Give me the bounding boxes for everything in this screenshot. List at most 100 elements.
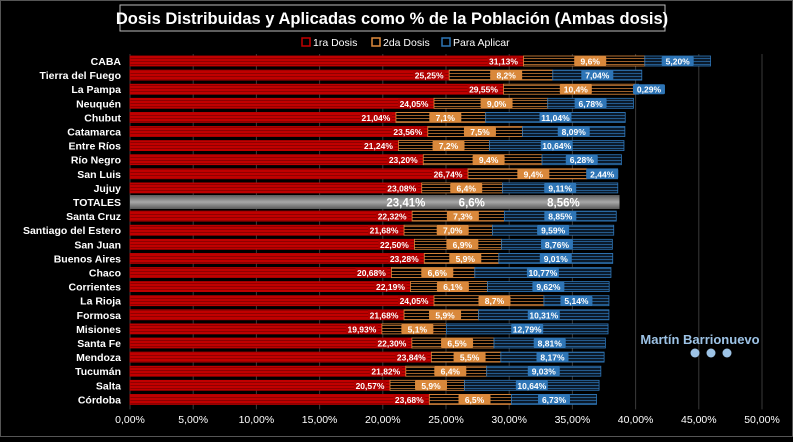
data-label-bg-para-aplicar <box>581 70 614 81</box>
category-label-chubut: Chubut <box>84 112 121 124</box>
category-label-salta: Salta <box>96 380 121 392</box>
data-label-1ra-dosis-caba: 31,13% <box>489 57 518 67</box>
legend-swatch-2da-dosis <box>371 37 381 47</box>
data-label-bg-1ra-dosis <box>397 295 430 306</box>
category-label-la-rioja: La Rioja <box>80 296 121 308</box>
data-label-bg-2da-dosis <box>472 154 505 165</box>
data-label-2da-dosis-san-luis: 9,4% <box>524 169 544 179</box>
bar-1ra-dosis-buenos-aires <box>129 252 425 264</box>
data-label-para-aplicar-salta: 10,64% <box>517 381 546 391</box>
data-label-para-aplicar-la-pampa: 0,29% <box>637 85 662 95</box>
data-label-bg-para-aplicar <box>536 352 569 363</box>
category-label-santa-fe: Santa Fe <box>77 338 121 350</box>
category-label-rio-negro: Río Negro <box>71 155 121 167</box>
data-label-bg-2da-dosis <box>401 323 434 334</box>
data-label-1ra-dosis-catamarca: 23,56% <box>393 127 422 137</box>
data-label-bg-1ra-dosis <box>413 70 446 81</box>
data-label-bg-2da-dosis <box>429 309 462 320</box>
data-label-bg-2da-dosis <box>446 239 479 250</box>
data-label-bg-2da-dosis <box>449 253 482 264</box>
data-label-bg-1ra-dosis <box>369 366 402 377</box>
data-label-para-aplicar-catamarca: 8,09% <box>562 127 587 137</box>
data-label-2da-dosis-chaco: 6,6% <box>428 268 448 278</box>
data-label-bg-2da-dosis <box>436 225 469 236</box>
data-label-bg-para-aplicar <box>538 394 571 405</box>
data-label-bg-para-aplicar <box>533 338 566 348</box>
data-label-para-aplicar-misiones: 12,79% <box>513 324 542 334</box>
bar-1ra-dosis-tierra-del-fuego <box>129 69 450 81</box>
x-tick-label: 0,00% <box>115 414 145 426</box>
data-label-para-aplicar-santiago-del-estero: 9,59% <box>541 226 566 236</box>
data-label-para-aplicar-tucuman: 9,03% <box>532 367 557 377</box>
data-label-2da-dosis-santa-fe: 6,5% <box>447 339 467 349</box>
data-label-bg-1ra-dosis <box>397 98 430 109</box>
category-label-san-luis: San Luis <box>77 169 121 181</box>
data-label-1ra-dosis-misiones: 19,93% <box>347 324 376 334</box>
data-label-bg-para-aplicar <box>515 380 548 391</box>
x-tick-label: 35,00% <box>555 414 591 426</box>
category-label-cordoba: Córdoba <box>78 394 121 406</box>
data-label-para-aplicar-santa-fe: 8,81% <box>538 339 563 349</box>
data-label-bg-para-aplicar <box>540 239 573 250</box>
data-label-1ra-dosis-tierra-del-fuego: 25,25% <box>415 71 444 81</box>
category-label-san-juan: San Juan <box>74 239 121 251</box>
data-label-2da-dosis-mendoza: 5,5% <box>460 353 480 363</box>
youtube-icon <box>722 348 732 358</box>
data-label-1ra-dosis-jujuy: 23,08% <box>387 183 416 193</box>
data-label-bg-1ra-dosis <box>359 112 392 123</box>
category-labels: CABA Tierra del Fuego La Pampa Neuquén Chubu… <box>23 56 122 406</box>
x-tick-label: 45,00% <box>681 414 717 426</box>
data-label-2da-dosis-la-rioja: 8,7% <box>485 296 505 306</box>
data-label-bg-para-aplicar <box>527 366 560 377</box>
data-label-bg-1ra-dosis <box>368 309 401 320</box>
data-label-bg-para-aplicar <box>544 211 577 222</box>
data-label-para-aplicar-la-rioja: 5,14% <box>564 296 589 306</box>
x-axis-tick-labels: 0,00% 5,00% 10,00% 15,00% 20,00% 25,00% 30,00%… <box>115 414 780 426</box>
category-label-buenos-aires: Buenos Aires <box>54 253 121 265</box>
category-label-santa-cruz: Santa Cruz <box>66 211 121 223</box>
bar-1ra-dosis-jujuy <box>129 182 423 194</box>
data-label-para-aplicar-entre-rios: 10,64% <box>542 141 571 151</box>
bar-1ra-dosis-mendoza <box>129 351 432 363</box>
data-label-1ra-dosis-mendoza: 23,84% <box>397 353 426 363</box>
data-label-1ra-dosis-santiago-del-estero: 21,68% <box>370 226 399 236</box>
data-label-bg-1ra-dosis <box>374 281 407 292</box>
bar-1ra-dosis-santa-fe <box>129 337 413 349</box>
data-label-bg-2da-dosis <box>441 338 474 348</box>
bar-1ra-dosis-formosa <box>129 309 405 321</box>
data-label-bg-para-aplicar <box>661 56 694 66</box>
data-label-2da-dosis-tucuman: 6,4% <box>441 367 461 377</box>
data-label-bg-para-aplicar <box>632 84 665 95</box>
bar-1ra-dosis-corrientes <box>129 281 411 293</box>
data-label-bg-para-aplicar <box>560 295 593 306</box>
legend-label-2da-dosis: 2da Dosis <box>383 37 430 49</box>
data-label-2da-dosis-jujuy: 6,4% <box>457 183 477 193</box>
category-label-santiago-del-estero: Santiago del Estero <box>23 225 121 237</box>
data-label-2da-dosis-san-juan: 6,9% <box>453 240 473 250</box>
chart-title: Dosis Distribuidas y Aplicadas como % de… <box>116 10 668 28</box>
data-label-1ra-dosis-buenos-aires: 23,28% <box>390 254 419 264</box>
data-label-bg-para-aplicar <box>557 126 590 137</box>
data-label-bg-para-aplicar <box>586 168 619 179</box>
x-tick-label: 50,00% <box>744 414 780 426</box>
x-tick-label: 20,00% <box>365 414 401 426</box>
data-label-2da-dosis-salta: 5,9% <box>421 381 441 391</box>
bar-1ra-dosis-rio-negro <box>129 154 424 166</box>
data-label-bg-2da-dosis <box>463 126 496 137</box>
bar-1ra-dosis-salta <box>129 379 391 391</box>
bar-1ra-dosis-tucuman <box>129 365 407 377</box>
data-label-bg-para-aplicar <box>527 309 560 320</box>
data-label-para-aplicar-chaco: 10,77% <box>528 268 557 278</box>
category-label-caba: CABA <box>91 56 122 68</box>
bar-1ra-dosis-chaco <box>129 267 392 278</box>
bar-1ra-dosis-la-rioja <box>129 295 435 307</box>
category-label-tucuman: Tucumán <box>75 366 121 378</box>
bar-1ra-dosis-catamarca <box>129 126 429 137</box>
data-label-1ra-dosis-cordoba: 23,68% <box>395 395 424 405</box>
data-label-1ra-dosis-san-luis: 26,74% <box>434 169 463 179</box>
data-label-bg-1ra-dosis <box>345 323 378 334</box>
data-label-bg-1ra-dosis <box>388 253 421 264</box>
data-label-1ra-dosis-santa-fe: 22,30% <box>377 339 406 349</box>
category-label-entre-rios: Entre Ríos <box>68 141 121 153</box>
data-label-bg-1ra-dosis <box>355 267 388 278</box>
